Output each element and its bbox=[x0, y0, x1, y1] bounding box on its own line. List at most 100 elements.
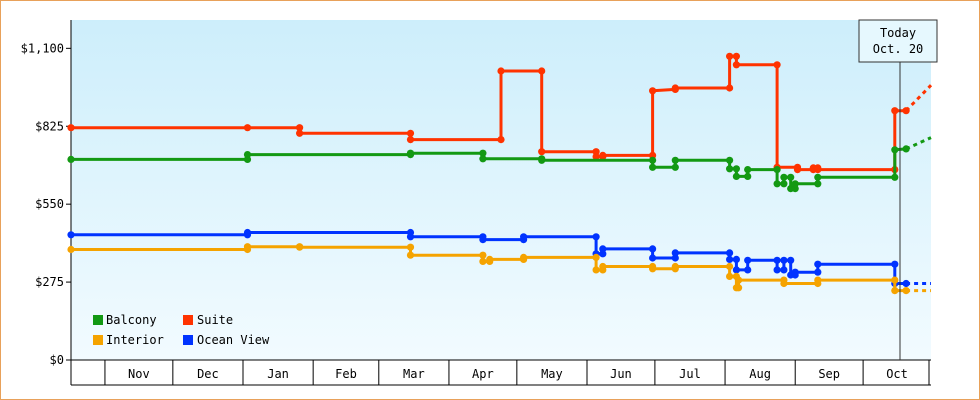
data-point-suite bbox=[671, 84, 679, 92]
data-point-suite bbox=[538, 148, 546, 156]
data-point-balcony bbox=[744, 166, 752, 174]
data-point-balcony bbox=[891, 173, 899, 181]
data-point-ocean-view bbox=[891, 260, 899, 268]
data-point-suite bbox=[538, 67, 546, 75]
x-month-label: Nov bbox=[128, 367, 150, 381]
legend-swatch-suite bbox=[183, 315, 193, 325]
data-point-balcony bbox=[773, 166, 781, 174]
data-point-interior bbox=[671, 262, 679, 271]
data-point-ocean-view bbox=[599, 245, 607, 253]
today-date: Oct. 20 bbox=[873, 42, 924, 56]
data-point-ocean-view bbox=[787, 256, 795, 264]
legend-label-ocean-view: Ocean View bbox=[197, 333, 270, 347]
data-point-suite bbox=[592, 153, 600, 161]
x-month-label: Jul bbox=[679, 367, 701, 381]
today-label: Today bbox=[880, 26, 916, 40]
data-point-balcony bbox=[243, 151, 252, 159]
data-point-interior bbox=[296, 243, 304, 251]
data-point-ocean-view bbox=[780, 256, 788, 264]
data-point-balcony bbox=[732, 165, 741, 173]
data-point-ocean-view bbox=[406, 233, 415, 241]
data-point-suite bbox=[67, 124, 75, 132]
series-ocean-view bbox=[67, 228, 931, 288]
data-point-suite bbox=[732, 61, 741, 69]
data-point-ocean-view bbox=[902, 279, 910, 288]
x-month-label: Sep bbox=[818, 367, 840, 381]
data-point-suite bbox=[243, 124, 252, 132]
data-point-balcony bbox=[780, 180, 788, 188]
x-month-label: Aug bbox=[749, 367, 771, 381]
data-point-balcony bbox=[814, 173, 822, 181]
y-tick-label: $0 bbox=[50, 353, 64, 367]
data-point-suite bbox=[296, 124, 304, 132]
data-point-balcony bbox=[732, 172, 741, 180]
data-point-interior bbox=[486, 255, 494, 263]
data-point-suite bbox=[793, 166, 802, 174]
data-point-ocean-view bbox=[814, 260, 822, 268]
data-point-balcony bbox=[406, 149, 415, 157]
data-point-suite bbox=[732, 52, 741, 60]
legend: Balcony Suite Interior Ocean View bbox=[93, 313, 270, 347]
data-point-suite bbox=[649, 87, 657, 95]
data-point-balcony bbox=[649, 163, 657, 171]
data-point-interior bbox=[406, 243, 415, 251]
data-point-interior bbox=[726, 272, 734, 280]
x-month-label: Jun bbox=[610, 367, 632, 381]
data-point-balcony bbox=[773, 180, 781, 188]
data-point-interior bbox=[735, 276, 743, 284]
data-point-suite bbox=[599, 151, 607, 159]
series-suite bbox=[67, 52, 933, 174]
data-point-ocean-view bbox=[791, 268, 799, 276]
data-point-ocean-view bbox=[744, 256, 752, 264]
x-axis: Nov Dec Jan Feb Mar Apr May Jun Jul Aug Sep Oct bbox=[70, 359, 931, 386]
data-point-interior bbox=[479, 257, 487, 265]
data-point-suite bbox=[726, 84, 734, 92]
data-point-ocean-view bbox=[649, 254, 657, 262]
data-point-ocean-view bbox=[744, 266, 752, 274]
data-point-ocean-view bbox=[773, 256, 781, 264]
data-point-interior bbox=[780, 279, 788, 288]
data-point-ocean-view bbox=[671, 254, 679, 262]
data-point-interior bbox=[649, 265, 657, 273]
data-point-suite bbox=[814, 166, 822, 174]
data-point-suite bbox=[773, 61, 781, 69]
y-axis: $0 $275 $550 $825 $1,100 bbox=[21, 20, 72, 367]
legend-swatch-interior bbox=[93, 335, 103, 345]
series-interior bbox=[67, 243, 931, 295]
x-month-label: May bbox=[541, 367, 563, 381]
today-marker: Today Oct. 20 bbox=[858, 19, 938, 360]
data-point-balcony bbox=[744, 172, 752, 180]
legend-label-interior: Interior bbox=[106, 333, 164, 347]
data-point-suite bbox=[406, 136, 415, 144]
legend-label-suite: Suite bbox=[197, 313, 233, 327]
data-point-balcony bbox=[787, 173, 795, 181]
legend-swatch-balcony bbox=[93, 315, 103, 325]
legend-swatch-ocean-view bbox=[183, 335, 193, 345]
data-point-interior bbox=[592, 253, 600, 261]
data-point-ocean-view bbox=[479, 236, 487, 244]
data-point-interior bbox=[592, 266, 600, 274]
data-point-interior bbox=[67, 245, 75, 254]
data-point-balcony bbox=[479, 149, 487, 157]
data-point-balcony bbox=[902, 145, 910, 153]
data-point-interior bbox=[520, 253, 528, 261]
data-point-ocean-view bbox=[780, 266, 788, 274]
data-point-balcony bbox=[649, 156, 657, 164]
data-point-ocean-view bbox=[732, 255, 741, 263]
data-point-ocean-view bbox=[814, 268, 822, 276]
data-point-balcony bbox=[67, 155, 75, 163]
data-point-interior bbox=[599, 262, 607, 271]
data-point-ocean-view bbox=[726, 255, 734, 263]
data-point-balcony bbox=[780, 173, 788, 181]
x-month-label: Mar bbox=[403, 367, 425, 381]
x-month-label: Feb bbox=[335, 367, 357, 381]
y-tick-label: $275 bbox=[35, 275, 64, 289]
x-month-label: Jan bbox=[267, 367, 289, 381]
data-point-ocean-view bbox=[726, 249, 734, 257]
data-point-balcony bbox=[814, 180, 822, 188]
data-point-ocean-view bbox=[67, 231, 75, 239]
data-point-ocean-view bbox=[243, 228, 252, 237]
series-layer bbox=[67, 52, 933, 295]
data-point-interior bbox=[406, 251, 415, 259]
